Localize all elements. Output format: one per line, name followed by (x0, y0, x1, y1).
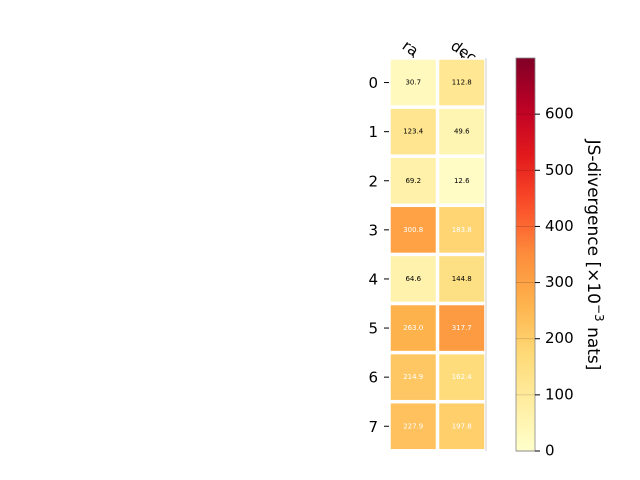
row-label: 7 (368, 418, 378, 436)
cell-value-label: 197.8 (452, 422, 472, 430)
colorbar-tick-label: 400 (545, 217, 574, 235)
cell-value-label: 144.8 (452, 275, 472, 283)
colorbar-tick-label: 200 (545, 329, 574, 347)
colorbar-label-exponent: −3 (592, 304, 606, 322)
row-label: 1 (368, 123, 378, 141)
heatmap-cell (437, 352, 486, 402)
cell-value-label: 162.4 (452, 373, 473, 381)
heatmap-cell (389, 205, 438, 255)
row-label: 4 (368, 270, 378, 288)
cell-value-label: 112.8 (452, 79, 472, 87)
cell-value-label: 64.6 (405, 275, 421, 283)
colorbar-tick-label: 300 (545, 273, 574, 291)
colorbar: 0 100 200 300 400 500 600 JS-divergence [×10−3… (515, 57, 606, 460)
heatmap-cell (437, 156, 486, 206)
heatmap-cell (437, 205, 486, 255)
colorbar-ticks: 0 100 200 300 400 500 600 (516, 105, 574, 460)
heatmap-cell (389, 254, 438, 304)
heatmap-cell (389, 107, 438, 156)
colorbar-tick-label: 100 (545, 385, 574, 403)
cell-value-label: 49.6 (454, 128, 470, 136)
heatmap-cell (389, 401, 438, 451)
colorbar-label-prefix: JS-divergence [×10 (583, 139, 603, 304)
row-label: 2 (368, 172, 378, 190)
cell-value-label: 317.7 (452, 324, 472, 332)
cell-value-label: 227.9 (403, 422, 423, 430)
heatmap-cell (389, 156, 438, 206)
colorbar-tick-label: 600 (545, 105, 574, 123)
heatmap-cell (437, 254, 486, 304)
cell-value-label: 30.7 (405, 79, 421, 87)
heatmap-cell (389, 58, 438, 107)
heatmap-cell (389, 352, 438, 402)
heatmap-cell (437, 58, 486, 107)
column-label: ra (399, 37, 422, 61)
cell-value-label: 183.8 (452, 226, 472, 234)
heatmap-cell (389, 303, 438, 353)
colorbar-gradient (515, 57, 536, 452)
cell-value-label: 214.9 (403, 373, 423, 381)
heatmap-cell (437, 401, 486, 451)
row-label: 0 (368, 74, 378, 92)
colorbar-tick-label: 0 (545, 442, 555, 460)
row-labels: 0 1 2 3 4 5 6 7 (368, 74, 389, 436)
cell-value-label: 263.0 (403, 324, 423, 332)
heatmap-cell (437, 107, 486, 156)
cell-value-label: 123.4 (403, 128, 424, 136)
colorbar-label: JS-divergence [×10−3 nats] (583, 139, 606, 371)
heatmap-cells: 30.7 112.8 123.4 49.6 69.2 12.6 300.8 183.8 64.6… (389, 58, 486, 451)
row-label: 6 (368, 369, 378, 387)
cell-value-label: 12.6 (454, 177, 470, 185)
cell-value-label: 300.8 (403, 226, 423, 234)
colorbar-label-suffix: nats] (583, 322, 603, 371)
row-label: 5 (368, 320, 378, 338)
cell-value-label: 69.2 (405, 177, 421, 185)
row-label: 3 (368, 221, 378, 239)
heatmap-cell (437, 303, 486, 353)
colorbar-tick-label: 500 (545, 161, 574, 179)
